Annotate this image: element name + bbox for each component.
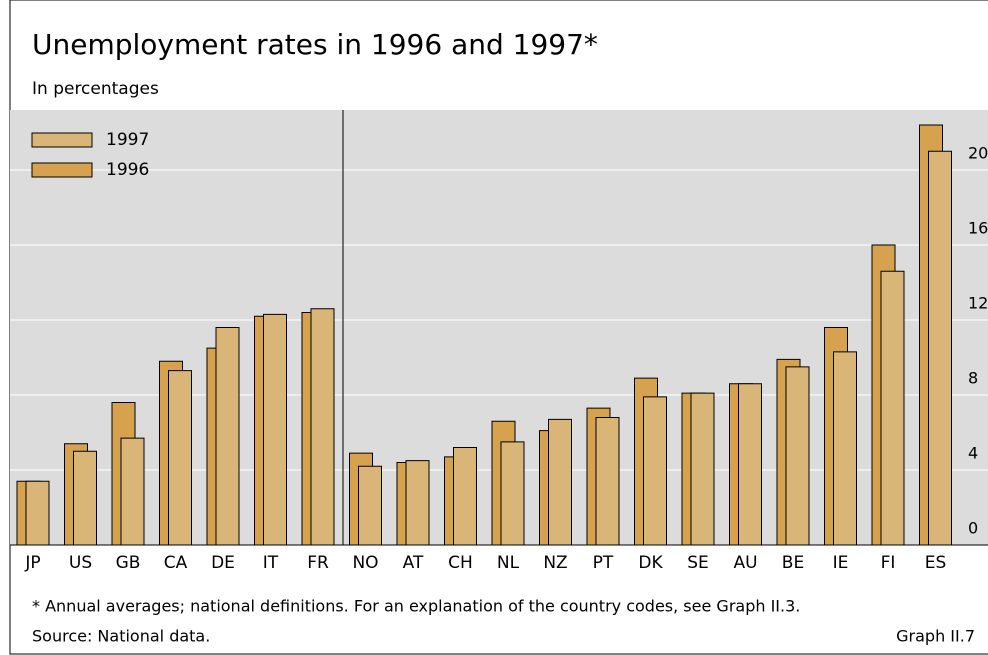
bar (25, 480, 50, 546)
bar (880, 270, 905, 546)
y-tick-label: 16 (968, 219, 988, 238)
x-tick-label: PT (593, 553, 614, 573)
y-tick-label: 12 (968, 294, 988, 313)
legend-label: 1997 (106, 130, 149, 150)
bar (548, 418, 572, 546)
legend-swatch (31, 132, 93, 148)
x-tick-label: AT (403, 553, 424, 573)
x-tick-label: NL (497, 553, 520, 573)
bar (500, 441, 525, 546)
y-tick-label: 0 (968, 519, 978, 538)
y-tick-label: 4 (968, 444, 978, 463)
footnote: * Annual averages; national definitions.… (32, 597, 800, 616)
x-tick-label: US (69, 553, 92, 573)
x-tick-label: CH (448, 553, 473, 573)
x-tick-label: JP (24, 553, 40, 573)
legend-label: 1996 (106, 160, 149, 180)
x-tick-label: IE (833, 553, 849, 573)
bar (453, 447, 477, 546)
x-tick-label: NZ (543, 553, 567, 573)
bar (263, 313, 287, 546)
chart-subtitle: In percentages (32, 79, 159, 99)
x-tick-label: ES (925, 553, 947, 573)
x-tick-label: NO (352, 553, 378, 573)
x-tick-label: CA (164, 553, 188, 573)
bar (405, 460, 430, 546)
x-tick-label: IT (263, 553, 279, 573)
x-tick-label: SE (687, 553, 709, 573)
legend-swatch (31, 162, 93, 178)
graph-label: Graph II.7 (896, 627, 975, 646)
chart-title: Unemployment rates in 1996 and 1997* (32, 28, 598, 61)
x-tick-label: FR (307, 553, 329, 573)
x-tick-label: DE (211, 553, 235, 573)
bar (358, 465, 382, 546)
bar (785, 366, 810, 546)
y-tick-label: 20 (968, 144, 988, 163)
source: Source: National data. (32, 627, 210, 646)
x-tick-label: DK (638, 553, 663, 573)
bar (690, 392, 715, 546)
bar (215, 327, 240, 546)
y-tick-label: 8 (968, 369, 978, 388)
x-tick-label: FI (881, 553, 896, 573)
bar (595, 417, 620, 546)
bar (643, 396, 667, 546)
x-tick-label: GB (116, 553, 141, 573)
bar (73, 450, 97, 546)
bar (168, 370, 192, 546)
bar (120, 437, 145, 546)
x-tick-label: AU (733, 553, 757, 573)
bar (310, 308, 335, 546)
bar (833, 351, 857, 546)
x-tick-label: BE (782, 553, 804, 573)
bar (928, 150, 952, 546)
bar (738, 383, 762, 546)
